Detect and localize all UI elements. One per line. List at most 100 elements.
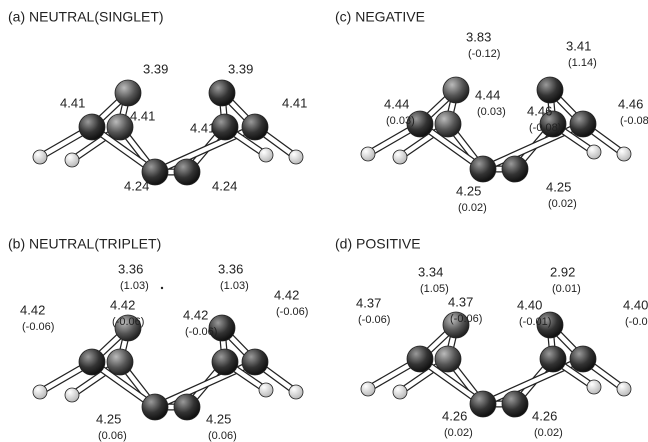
- atom: [289, 150, 303, 164]
- charge-label: (-0.08): [529, 122, 561, 134]
- charge-label: (0.06): [208, 430, 237, 442]
- distance-label: 4.41: [282, 95, 307, 110]
- atom: [174, 159, 200, 185]
- distance-label: 4.24: [124, 178, 149, 193]
- distance-label: 4.46: [618, 96, 643, 111]
- charge-label: (0.03): [477, 106, 506, 118]
- distance-label: 3.36: [218, 261, 243, 276]
- atom: [443, 77, 469, 103]
- charge-label: (1.14): [568, 57, 597, 69]
- charge-label: (0.02): [548, 198, 577, 210]
- distance-label: 4.41: [60, 95, 85, 110]
- atom: [174, 394, 200, 420]
- panel-title: (d) POSITIVE: [335, 236, 421, 252]
- atom: [212, 349, 238, 375]
- charge-label: (-0.08): [620, 115, 648, 127]
- atom: [33, 385, 47, 399]
- distance-label: 4.26: [532, 408, 557, 423]
- distance-label: 3.39: [228, 61, 253, 76]
- charge-label: (-0.06): [112, 316, 144, 328]
- atom: [540, 346, 566, 372]
- charge-label: (-0.01): [519, 316, 551, 328]
- atom: [435, 346, 461, 372]
- charge-label: (-0.06): [450, 313, 482, 325]
- distance-label: 3.83: [466, 29, 491, 44]
- atom: [259, 148, 273, 162]
- panel-title: (a) NEUTRAL(SINGLET): [8, 9, 164, 25]
- distance-label: 4.46: [527, 103, 552, 118]
- distance-label: 3.39: [143, 61, 168, 76]
- atom: [393, 150, 407, 164]
- distance-label: 4.25: [546, 179, 571, 194]
- distance-label: 4.44: [384, 96, 409, 111]
- atom: [470, 391, 496, 417]
- atom: [617, 382, 631, 396]
- atom: [115, 80, 141, 106]
- atom: [79, 349, 105, 375]
- atom: [502, 391, 528, 417]
- distance-label: 4.25: [206, 411, 231, 426]
- atom: [242, 349, 268, 375]
- charge-label: (-0.01): [625, 316, 648, 328]
- atom: [502, 156, 528, 182]
- charge-label: (-0.06): [22, 321, 54, 333]
- distance-label: 4.42: [20, 302, 45, 317]
- atom: [33, 150, 47, 164]
- distance-label: 4.42: [274, 287, 299, 302]
- charge-label: (1.03): [120, 280, 149, 292]
- distance-label: 4.37: [356, 295, 381, 310]
- distance-label: 4.37: [448, 294, 473, 309]
- charge-label: (0.03): [386, 115, 415, 127]
- charge-label: (0.02): [458, 202, 487, 214]
- distance-label: 4.40: [623, 297, 648, 312]
- charge-label: (0.06): [98, 430, 127, 442]
- distance-label: 4.41: [130, 108, 155, 123]
- distance-label: 4.25: [96, 411, 121, 426]
- atom: [65, 153, 79, 167]
- distance-label: 4.26: [442, 408, 467, 423]
- atom: [79, 114, 105, 140]
- charge-label: (0.01): [552, 283, 581, 295]
- figure: (a) NEUTRAL(SINGLET) 3.39 4.41 4.41 4.24 4.24…: [0, 0, 648, 442]
- atom: [587, 380, 601, 394]
- distance-label: 3.34: [418, 264, 443, 279]
- distance-label: 4.42: [110, 297, 135, 312]
- atom: [435, 111, 461, 137]
- panel-title: (c) NEGATIVE: [335, 9, 425, 25]
- atom: [570, 346, 596, 372]
- distance-label: 3.36: [118, 261, 143, 276]
- atom: [617, 147, 631, 161]
- charge-label: (1.03): [220, 280, 249, 292]
- atom: [393, 385, 407, 399]
- atom: [361, 382, 375, 396]
- distance-label: 3.41: [566, 38, 591, 53]
- distance-label: 4.42: [183, 307, 208, 322]
- charge-label: (-0.06): [276, 306, 308, 318]
- atom: [570, 111, 596, 137]
- charge-label: (0.02): [534, 427, 563, 439]
- dot: [161, 287, 163, 289]
- atom: [289, 385, 303, 399]
- atom: [107, 349, 133, 375]
- atom: [361, 147, 375, 161]
- distance-label: 4.40: [517, 297, 542, 312]
- charge-label: (-0.06): [185, 326, 217, 338]
- panel-title: (b) NEUTRAL(TRIPLET): [8, 236, 161, 252]
- atom: [212, 114, 238, 140]
- distance-label: 4.41: [190, 120, 215, 135]
- charge-label: (-0.06): [358, 314, 390, 326]
- atom: [242, 114, 268, 140]
- atom: [537, 77, 563, 103]
- atom: [142, 394, 168, 420]
- atom: [259, 383, 273, 397]
- atom: [407, 346, 433, 372]
- charge-label: (1.05): [420, 283, 449, 295]
- atom: [65, 388, 79, 402]
- charge-label: (0.02): [444, 427, 473, 439]
- atom: [587, 145, 601, 159]
- distance-label: 4.25: [456, 183, 481, 198]
- distance-label: 4.24: [212, 178, 237, 193]
- distance-label: 4.44: [475, 87, 500, 102]
- atom: [470, 156, 496, 182]
- distance-label: 2.92: [550, 264, 575, 279]
